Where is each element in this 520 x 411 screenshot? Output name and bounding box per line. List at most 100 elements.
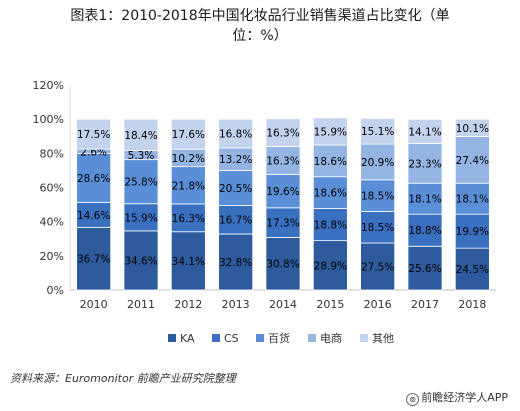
data-label: 14.1% xyxy=(408,126,441,138)
bar-segment xyxy=(312,144,348,178)
y-tick-label: 0% xyxy=(47,284,64,297)
bar-segment xyxy=(454,213,490,249)
brand-name: 前瞻经济学人APP xyxy=(421,391,508,404)
data-label: 14.6% xyxy=(77,210,110,222)
data-label: 19.9% xyxy=(456,226,489,238)
data-label: 16.3% xyxy=(266,128,299,140)
legend-swatch xyxy=(212,334,220,342)
data-label: 36.7% xyxy=(77,254,110,266)
bar-segment xyxy=(312,176,348,209)
legend-label: KA xyxy=(180,332,195,345)
bar-segment xyxy=(170,118,206,150)
bar-segment xyxy=(360,211,396,244)
legend-label: 电商 xyxy=(320,331,342,345)
data-label: 18.1% xyxy=(456,194,489,206)
legend-label: 百货 xyxy=(268,331,290,345)
data-label: 17.5% xyxy=(77,129,110,141)
chart-title-line-2: 位：%） xyxy=(232,28,288,44)
bar-segment xyxy=(76,226,112,291)
data-label: 18.5% xyxy=(361,222,394,234)
data-label: 34.6% xyxy=(124,255,157,267)
bar-segment xyxy=(407,143,443,184)
bar-segment xyxy=(218,233,254,291)
data-label: 16.7% xyxy=(219,215,252,227)
data-label: 25.6% xyxy=(408,263,441,275)
data-label: 28.9% xyxy=(314,260,347,272)
bar-segment xyxy=(76,153,112,203)
bar-segment xyxy=(265,118,301,147)
bar-segment xyxy=(407,118,443,144)
x-tick-label: 2014 xyxy=(269,298,297,311)
data-label: 18.5% xyxy=(361,191,394,203)
data-label: 27.4% xyxy=(456,155,489,167)
bar-segment xyxy=(312,117,348,146)
chart-title: 图表1：2010-2018年中国化妆品行业销售渠道占比变化（单 位：%） xyxy=(0,6,520,46)
bar-segment xyxy=(360,117,396,145)
source-note: 资料来源：Euromonitor 前瞻产业研究院整理 xyxy=(10,372,236,385)
data-label: 27.5% xyxy=(361,262,394,274)
data-label: 10.1% xyxy=(456,123,489,135)
x-tick-label: 2018 xyxy=(458,298,486,311)
bar-segment xyxy=(170,203,206,233)
brand-footer: ⊚ 前瞻经济学人APP xyxy=(406,389,508,406)
legend-swatch xyxy=(360,334,368,342)
data-label: 18.8% xyxy=(408,225,441,237)
chart-title-line-1: 图表1：2010-2018年中国化妆品行业销售渠道占比变化（单 xyxy=(70,8,450,24)
data-label: 17.6% xyxy=(172,129,205,141)
data-label: 13.2% xyxy=(219,154,252,166)
bar-segment xyxy=(265,207,301,238)
y-tick-label: 60% xyxy=(40,182,64,195)
data-label: 15.9% xyxy=(314,126,347,138)
x-tick-label: 2013 xyxy=(222,298,250,311)
data-label: 15.1% xyxy=(361,126,394,138)
data-label: 19.6% xyxy=(266,186,299,198)
data-label: 20.9% xyxy=(361,157,394,169)
legend-swatch xyxy=(308,334,316,342)
bar-segment xyxy=(123,203,159,232)
bar-segment xyxy=(454,182,490,215)
data-label: 23.3% xyxy=(408,158,441,170)
x-tick-label: 2015 xyxy=(316,298,344,311)
data-label: 21.8% xyxy=(172,180,205,192)
bar-segment xyxy=(360,143,396,181)
legend-label: CS xyxy=(224,332,239,345)
bar-segment xyxy=(407,213,443,247)
bar-segment xyxy=(312,208,348,242)
data-label: 32.8% xyxy=(219,257,252,269)
data-label: 18.6% xyxy=(314,188,347,200)
y-tick-label: 80% xyxy=(40,147,64,160)
bar-segment xyxy=(312,240,348,291)
legend-swatch xyxy=(168,334,176,342)
data-label: 10.2% xyxy=(172,153,205,165)
bar-segment xyxy=(218,205,254,235)
bar-segment xyxy=(265,236,301,291)
y-tick-label: 20% xyxy=(40,250,64,263)
y-tick-label: 120% xyxy=(33,79,64,92)
bar-segment xyxy=(218,118,254,149)
data-label: 18.4% xyxy=(124,130,157,142)
data-label: 16.8% xyxy=(219,129,252,141)
x-tick-label: 2012 xyxy=(174,298,202,311)
bar-segment xyxy=(454,136,490,184)
x-tick-label: 2010 xyxy=(80,298,108,311)
data-label: 17.3% xyxy=(266,218,299,230)
data-label: 5.3% xyxy=(128,150,155,162)
data-label: 34.1% xyxy=(172,256,205,268)
data-label: 16.3% xyxy=(172,213,205,225)
legend-label: 其他 xyxy=(372,332,394,345)
x-tick-label: 2017 xyxy=(411,298,439,311)
bar-segment xyxy=(218,170,254,206)
data-label: 18.8% xyxy=(314,220,347,232)
y-tick-label: 100% xyxy=(33,113,64,126)
bar-segment xyxy=(360,242,396,291)
bar-segment xyxy=(360,179,396,212)
x-tick-label: 2011 xyxy=(127,298,155,311)
data-label: 24.5% xyxy=(456,264,489,276)
data-label: 18.1% xyxy=(408,194,441,206)
bar-segment xyxy=(123,118,159,151)
data-label: 25.8% xyxy=(124,177,157,189)
data-label: 20.5% xyxy=(219,183,252,195)
y-tick-label: 40% xyxy=(40,216,64,229)
legend-swatch xyxy=(256,334,264,342)
